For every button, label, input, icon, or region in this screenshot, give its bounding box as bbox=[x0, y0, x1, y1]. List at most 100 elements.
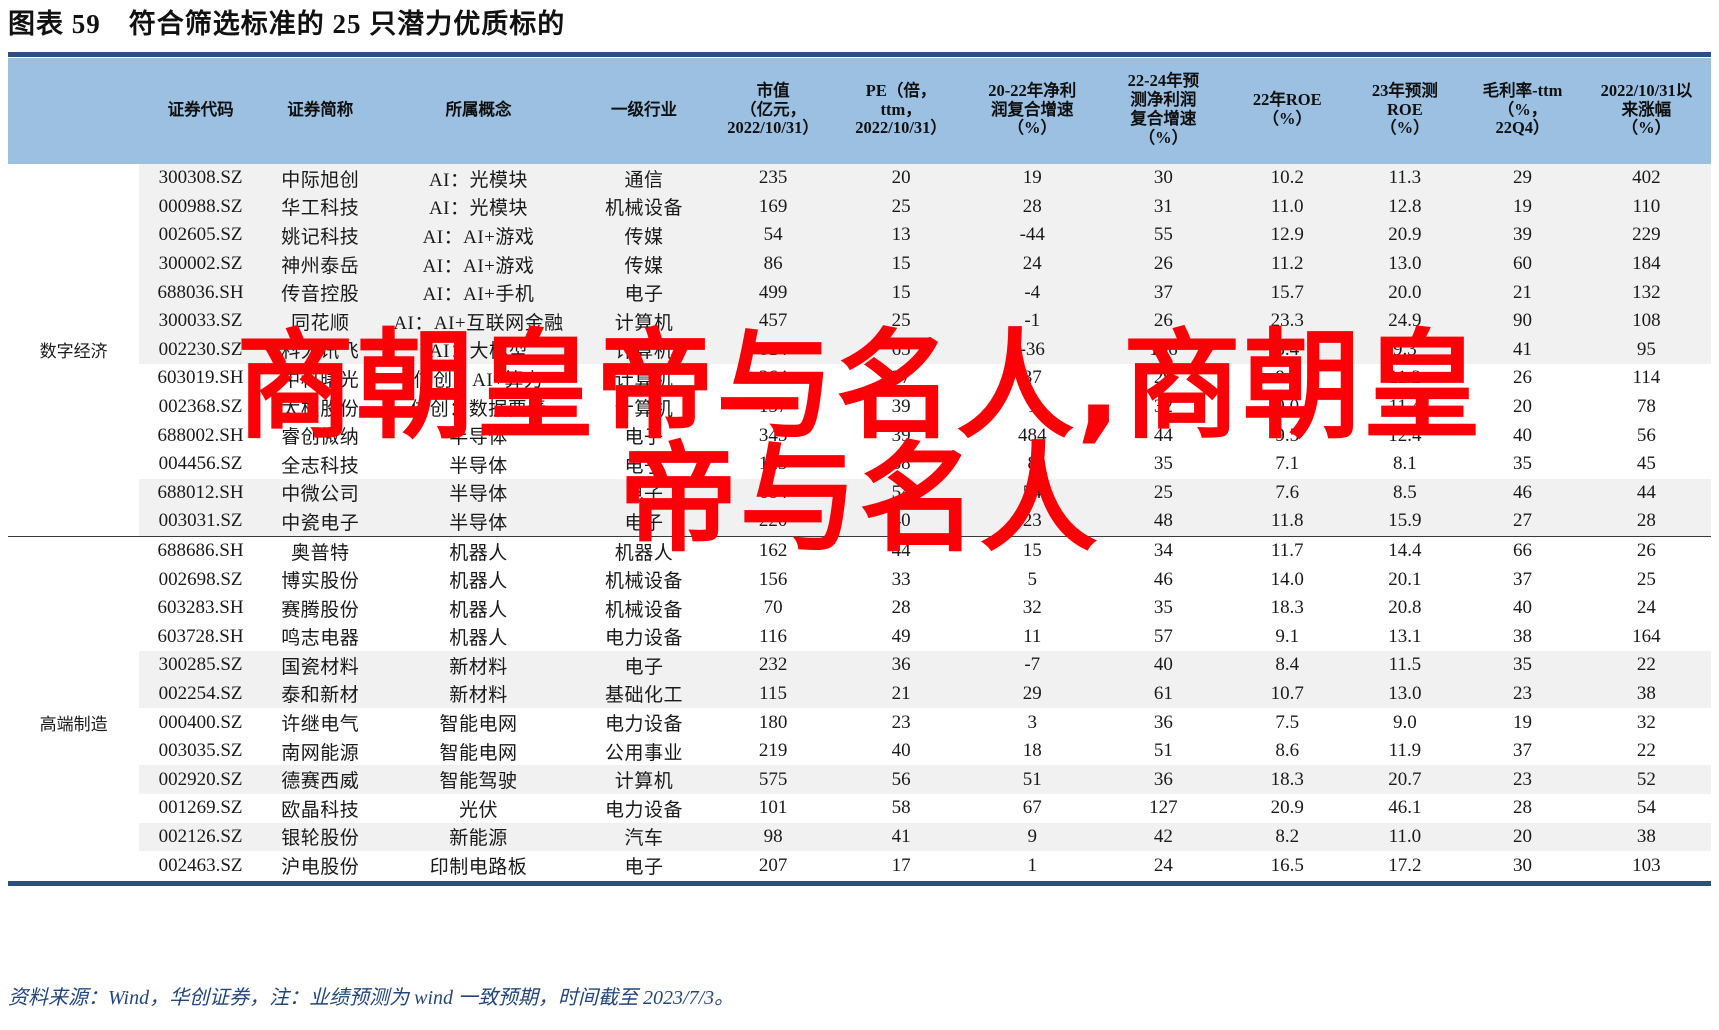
group-divider bbox=[8, 535, 1711, 537]
cell-gpm: 41 bbox=[1463, 335, 1582, 365]
table-row[interactable]: 002368.SZ 太极股份 信创：数据要素 计算机 157 39 1 32 9.0 11.4 20… bbox=[8, 392, 1711, 422]
cell-cagr2022: 5 bbox=[965, 565, 1099, 594]
table-row[interactable]: 688012.SH 中微公司 半导体 电子 684 54 54 25 7.6 8.5 46 44 bbox=[8, 478, 1711, 508]
cell-cagr2024: 40 bbox=[1098, 651, 1228, 680]
table-body: 300308.SZ 中际旭创 AI：光模块 通信 235 20 19 30 10.2 11.3 29… bbox=[8, 164, 1711, 880]
table-row[interactable]: 603728.SH 鸣志电器 机器人 电力设备 116 49 11 57 9.1 13.1 38 16… bbox=[8, 622, 1711, 652]
cell-name: 传音控股 bbox=[261, 278, 379, 307]
table-row[interactable]: 003031.SZ 中瓷电子 半导体 电子 220 40 23 48 11.8 15.9 27 28 bbox=[8, 507, 1711, 536]
table-bottom-rule bbox=[8, 880, 1711, 886]
cell-pe: 38 bbox=[836, 449, 966, 479]
cell-concept: AI：AI+游戏 bbox=[378, 249, 579, 279]
cell-roe23e: 11.9 bbox=[1346, 736, 1464, 766]
cell-cagr2022: 8 bbox=[965, 449, 1099, 479]
cell-roe22: 11.2 bbox=[1227, 249, 1347, 279]
cell-cagr2022: 28 bbox=[965, 192, 1099, 222]
cell-roe22: 8.6 bbox=[1227, 736, 1347, 766]
cell-roe22: 11.7 bbox=[1227, 536, 1347, 566]
cell-name: 赛腾股份 bbox=[261, 593, 379, 623]
cell-code: 003031.SZ bbox=[139, 507, 262, 536]
cell-gpm: 40 bbox=[1463, 593, 1582, 623]
cell-gpm: 40 bbox=[1463, 421, 1582, 450]
cell-industry: 汽车 bbox=[578, 822, 710, 852]
group-cell-empty bbox=[8, 536, 140, 566]
table-row[interactable]: 603283.SH 赛腾股份 机器人 机械设备 70 28 32 35 18.3 20.8 40 24 bbox=[8, 593, 1711, 623]
table-row[interactable]: 数字经济 002230.SZ 科大讯飞 AI：大模型 计算机 814 65 -36 106 3.4… bbox=[8, 335, 1711, 365]
cell-roe23e: 13.1 bbox=[1346, 622, 1464, 652]
cell-name: 姚记科技 bbox=[261, 221, 379, 250]
table-row[interactable]: 300285.SZ 国瓷材料 新材料 电子 232 36 -7 40 8.4 11.5 35 22 bbox=[8, 651, 1711, 680]
cell-roe22: 14.0 bbox=[1227, 565, 1347, 594]
cell-concept: 机器人 bbox=[378, 593, 579, 623]
cell-pe: 17 bbox=[836, 851, 966, 880]
cell-gpm: 20 bbox=[1463, 822, 1582, 852]
cell-industry: 电力设备 bbox=[578, 622, 710, 652]
table-row[interactable]: 003035.SZ 南网能源 智能电网 公用事业 219 40 18 51 8.6 11.9 37 2… bbox=[8, 736, 1711, 766]
cell-roe22: 10.7 bbox=[1227, 679, 1347, 709]
cell-roe22: 16.5 bbox=[1227, 851, 1347, 880]
cell-chg: 25 bbox=[1581, 565, 1711, 594]
table-row[interactable]: 002698.SZ 博实股份 机器人 机械设备 156 33 5 46 14.0 20.1 37 25 bbox=[8, 565, 1711, 594]
cell-cagr2022: 24 bbox=[965, 249, 1099, 279]
table-row[interactable]: 002126.SZ 银轮股份 新能源 汽车 98 41 9 42 8.2 11.0 20 38 bbox=[8, 822, 1711, 852]
cell-concept: 新能源 bbox=[378, 822, 579, 852]
cell-chg: 78 bbox=[1581, 392, 1711, 422]
table-row[interactable]: 002920.SZ 德赛西威 智能驾驶 计算机 575 56 51 36 18.3 20.7 23 5… bbox=[8, 765, 1711, 795]
cell-chg: 184 bbox=[1581, 249, 1711, 279]
cell-cagr2022: 484 bbox=[965, 421, 1099, 450]
cell-gpm: 28 bbox=[1463, 794, 1582, 823]
cell-cagr2022: 32 bbox=[965, 593, 1099, 623]
cell-concept: 半导体 bbox=[378, 478, 579, 508]
cell-industry: 计算机 bbox=[578, 364, 710, 393]
table-row[interactable]: 688686.SH 奥普特 机器人 机器人 162 44 15 34 11.7 14.4 66 26 bbox=[8, 536, 1711, 566]
col-header-group bbox=[8, 58, 139, 164]
cell-roe23e: 20.9 bbox=[1346, 221, 1464, 250]
cell-roe23e: 9.3 bbox=[1346, 335, 1464, 365]
group-cell-empty bbox=[8, 593, 140, 623]
table-row[interactable]: 高端制造 000400.SZ 许继电气 智能电网 电力设备 180 23 3 36 7.5 9.0 1… bbox=[8, 708, 1711, 737]
table-row[interactable]: 300033.SZ 同花顺 AI：AI+互联网金融 计算机 457 25 -1 26 23.3 2… bbox=[8, 306, 1711, 336]
cell-pe: 56 bbox=[836, 765, 966, 795]
cell-roe23e: 11.4 bbox=[1346, 392, 1464, 422]
group-cell-empty bbox=[8, 221, 140, 250]
table-row[interactable]: 603019.SH 中科曙光 信创：AI+算力 计算机 364 27 37 29 9.4 11.2… bbox=[8, 364, 1711, 393]
cell-concept: 光伏 bbox=[378, 794, 579, 823]
cell-pe: 23 bbox=[836, 708, 966, 737]
cell-chg: 22 bbox=[1581, 736, 1711, 766]
group-cell-empty bbox=[8, 164, 140, 193]
cell-industry: 计算机 bbox=[578, 306, 710, 336]
col-label-pe: PE（倍， ttm， 2022/10/31） bbox=[855, 80, 947, 138]
table-row[interactable]: 688036.SH 传音控股 AI：AI+手机 电子 499 15 -4 37 15.7 20.0… bbox=[8, 278, 1711, 307]
cell-cagr2024: 127 bbox=[1098, 794, 1228, 823]
cell-name: 华工科技 bbox=[261, 192, 379, 222]
cell-roe22: 10.2 bbox=[1227, 164, 1347, 193]
col-label-industry: 一级行业 bbox=[611, 99, 677, 119]
cell-code: 002605.SZ bbox=[139, 221, 262, 250]
cell-industry: 电子 bbox=[578, 651, 710, 680]
data-table-container: 证券代码 证券简称 所属概念 一级行业 市值 （亿元， 2022/10/31） PE… bbox=[8, 52, 1711, 886]
cell-pe: 15 bbox=[836, 278, 966, 307]
table-row[interactable]: 002254.SZ 泰和新材 新材料 基础化工 115 21 29 61 10.7 13.0 23 3… bbox=[8, 679, 1711, 709]
table-row[interactable]: 688002.SH 睿创微纳 半导体 电子 345 39 484 44 9.5 12.4 40 56 bbox=[8, 421, 1711, 450]
cell-code: 002126.SZ bbox=[139, 822, 262, 852]
cell-mktcap: 180 bbox=[709, 708, 837, 737]
cell-name: 南网能源 bbox=[261, 736, 379, 766]
cell-mktcap: 499 bbox=[709, 278, 837, 307]
table-row[interactable]: 300308.SZ 中际旭创 AI：光模块 通信 235 20 19 30 10.2 11.3 29… bbox=[8, 164, 1711, 193]
cell-code: 688036.SH bbox=[139, 278, 262, 307]
table-row[interactable]: 002463.SZ 沪电股份 印制电路板 电子 207 17 1 24 16.5 17.2 30 10… bbox=[8, 851, 1711, 880]
cell-cagr2024: 35 bbox=[1098, 449, 1228, 479]
table-row[interactable]: 000988.SZ 华工科技 AI：光模块 机械设备 169 25 28 31 11.0 12.8… bbox=[8, 192, 1711, 222]
cell-industry: 机械设备 bbox=[578, 192, 710, 222]
cell-concept: 信创：AI+算力 bbox=[378, 364, 579, 393]
table-row[interactable]: 002605.SZ 姚记科技 AI：AI+游戏 传媒 54 13 -44 55 12.9 20.9… bbox=[8, 221, 1711, 250]
cell-pe: 39 bbox=[836, 421, 966, 450]
table-row[interactable]: 300002.SZ 神州泰岳 AI：AI+游戏 传媒 86 15 24 26 11.2 13.0 6… bbox=[8, 249, 1711, 279]
cell-concept: AI：AI+手机 bbox=[378, 278, 579, 307]
cell-gpm: 37 bbox=[1463, 565, 1582, 594]
cell-name: 科大讯飞 bbox=[261, 335, 379, 365]
table-row[interactable]: 004456.SZ 全志科技 半导体 电子 123 38 8 35 7.1 8.1 35 45 bbox=[8, 449, 1711, 479]
cell-industry: 计算机 bbox=[578, 765, 710, 795]
col-label-mktcap: 市值 （亿元， 2022/10/31） bbox=[727, 80, 819, 138]
table-row[interactable]: 001269.SZ 欧晶科技 光伏 电力设备 101 58 67 127 20.9 46.1 28 5… bbox=[8, 794, 1711, 823]
